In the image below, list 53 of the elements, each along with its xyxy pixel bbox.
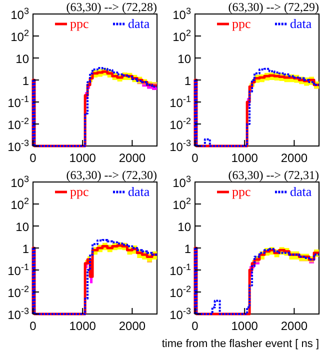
y-tick-label: 10$^{2}$	[10, 28, 29, 44]
x-tick-label: 0	[30, 151, 37, 165]
chart-title: (63,30) --> (72,28)	[66, 0, 157, 14]
y-tick-label: 1	[22, 74, 30, 88]
legend-label: ppc	[70, 16, 89, 31]
legend-label: data	[128, 16, 150, 31]
legend-label: data	[290, 16, 312, 31]
y-tick-label: 10$^{3}$	[172, 174, 191, 190]
x-tick-label: 1000	[69, 151, 96, 165]
y-tick-label: 10$^{2}$	[172, 196, 191, 212]
x-tick-label: 0	[192, 319, 199, 333]
y-tick-label: 10$^{-1}$	[170, 94, 191, 110]
y-tick-label: 10$^{-2}$	[170, 284, 191, 300]
y-tick-label: 10$^{-2}$	[8, 284, 29, 300]
y-tick-label: 10$^{-2}$	[170, 116, 191, 132]
y-tick-label: 10$^{-1}$	[8, 262, 29, 278]
y-tick-label: 10	[178, 220, 192, 234]
y-tick-label: 1	[184, 242, 192, 256]
y-tick-label: 10$^{-1}$	[170, 262, 191, 278]
legend-label: ppc	[232, 16, 251, 31]
y-tick-label: 10	[16, 220, 30, 234]
chart-title: (63,30) --> (72,30)	[66, 168, 157, 182]
y-tick-label: 10	[178, 52, 192, 66]
y-tick-label: 10	[16, 52, 30, 66]
y-tick-label: 10$^{-3}$	[8, 138, 29, 154]
chart-title: (63,30) --> (72,31)	[228, 168, 319, 182]
y-tick-label: 10$^{3}$	[10, 174, 29, 190]
legend-label: ppc	[70, 184, 89, 199]
y-tick-label: 10$^{-1}$	[8, 94, 29, 110]
y-tick-label: 10$^{2}$	[10, 196, 29, 212]
y-tick-label: 10$^{-3}$	[170, 306, 191, 322]
chart-title: (63,30) --> (72,29)	[228, 0, 319, 14]
y-tick-label: 1	[184, 74, 192, 88]
x-tick-label: 1000	[231, 151, 258, 165]
legend-label: data	[128, 184, 150, 199]
y-tick-label: 10$^{2}$	[172, 28, 191, 44]
y-tick-label: 10$^{-2}$	[8, 116, 29, 132]
x-tick-label: 0	[192, 151, 199, 165]
legend-label: ppc	[232, 184, 251, 199]
y-tick-label: 10$^{3}$	[172, 6, 191, 22]
x-tick-label: 0	[30, 319, 37, 333]
x-tick-label: 2000	[280, 151, 308, 165]
x-tick-label: 2000	[280, 319, 308, 333]
x-tick-label: 1000	[69, 319, 96, 333]
y-tick-label: 10$^{-3}$	[170, 138, 191, 154]
y-tick-label: 10$^{-3}$	[8, 306, 29, 322]
x-tick-label: 2000	[118, 319, 146, 333]
y-tick-label: 10$^{3}$	[10, 6, 29, 22]
y-tick-label: 1	[22, 242, 30, 256]
x-tick-label: 1000	[231, 319, 258, 333]
legend-label: data	[290, 184, 312, 199]
x-axis-title: time from the flasher event [ ns ]	[162, 338, 319, 350]
x-tick-label: 2000	[118, 151, 146, 165]
